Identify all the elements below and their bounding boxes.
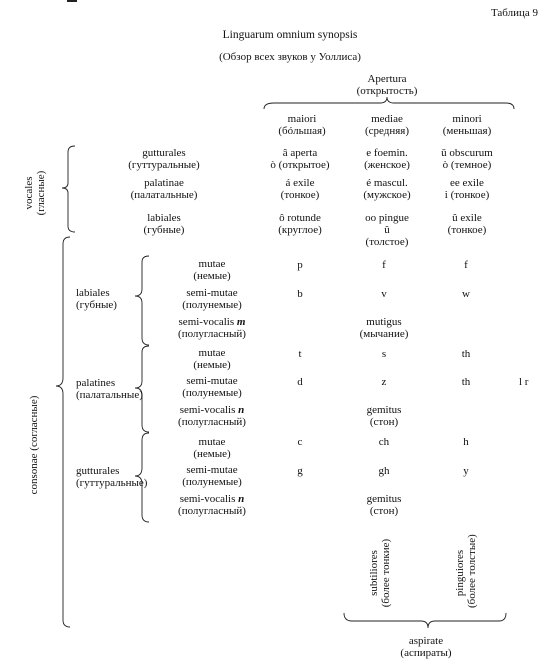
liquids-note: l r	[519, 376, 529, 388]
consonant-row-label: mutae (немые)	[193, 258, 231, 282]
labiales-brace	[134, 255, 150, 346]
consonant-span: gemitus (стон)	[366, 404, 402, 428]
page-subtitle: (Обзор всех звуков у Уоллиса)	[219, 51, 361, 63]
consonant-row-label: semi-mutae (полунемые)	[182, 375, 242, 399]
col-header-mediae: mediae (средняя)	[364, 113, 410, 137]
vowel-cell: â aperta ò (открытое)	[270, 147, 330, 171]
consonant-cell: th	[461, 376, 471, 388]
consonant-cell: t	[298, 348, 302, 360]
consonant-row-label: semi-vocalis n (полугласный)	[178, 493, 246, 517]
col-header-maiori: maiori (бóльшая)	[278, 113, 326, 137]
col-header-minori: minori (меньшая)	[442, 113, 492, 137]
consonant-cell: f	[464, 259, 468, 271]
consonant-cell: g	[297, 465, 303, 477]
vocales-brace	[61, 145, 76, 233]
consonant-row-label: semi-mutae (полунемые)	[182, 464, 242, 488]
consonant-cell: b	[297, 288, 303, 300]
gutturales-brace	[134, 432, 150, 523]
vowel-cell: ee exile i (тонкое)	[444, 177, 490, 201]
aspiratae-brace	[343, 612, 507, 629]
consonant-span: gemitus (стон)	[366, 493, 402, 517]
apertura-label: Apertura (открытость)	[356, 73, 418, 97]
vowel-cell: oo pingue û (толстое)	[365, 212, 409, 248]
consonant-cell: w	[462, 288, 470, 300]
group-labiales: labiales (губные)	[76, 287, 117, 311]
vowel-cell: é mascul. (мужское)	[363, 177, 411, 201]
table-label: Таблица 9	[490, 7, 538, 19]
page-title: Linguarum omnium synopsis	[222, 29, 358, 41]
consonant-cell: v	[381, 288, 387, 300]
consonant-cell: f	[382, 259, 386, 271]
consonant-row-label: semi-mutae (полунемые)	[182, 287, 242, 311]
consonant-cell: d	[297, 376, 303, 388]
palatines-brace	[134, 345, 150, 433]
vowel-cell: û exile (тонкое)	[447, 212, 487, 236]
consonant-row-label: semi-vocalis m (полугласный)	[178, 316, 246, 340]
subtiliores-label: subtiliores (более тонкие)	[368, 538, 392, 608]
consonant-cell: c	[297, 436, 303, 448]
vocales-row-palatinae: palatinae (палатальные)	[130, 177, 198, 201]
vocales-label: vocales (гласные)	[23, 170, 47, 216]
consonant-row-label: semi-vocalis n (полугласный)	[178, 404, 246, 428]
vowel-cell: ô rotunde (круглое)	[278, 212, 322, 236]
consonant-cell: y	[463, 465, 469, 477]
consonant-cell: h	[463, 436, 469, 448]
group-palatines: palatines (палатальные)	[76, 377, 143, 401]
consonant-cell: s	[381, 348, 387, 360]
pinguiores-label: pinguiores (более толстые)	[454, 534, 478, 608]
consonae-brace	[55, 236, 71, 628]
consonant-cell: ch	[378, 436, 390, 448]
consonant-cell: p	[297, 259, 303, 271]
consonant-cell: gh	[378, 465, 390, 477]
vocales-row-labiales: labiales (губные)	[143, 212, 185, 236]
consonant-cell: th	[461, 348, 471, 360]
aspiratae-label: aspirate (аспираты)	[400, 635, 452, 659]
consonant-span: mutigus (мычание)	[359, 316, 409, 340]
apertura-brace	[263, 96, 515, 110]
vowel-cell: ŭ obscurum ò (темное)	[441, 147, 493, 171]
consonae-label: consonae (согласные)	[28, 395, 40, 495]
vowel-cell: á exile (тонкое)	[280, 177, 320, 201]
consonant-row-label: mutae (немые)	[193, 347, 231, 371]
vowel-cell: e foemin. (женское)	[364, 147, 410, 171]
consonant-cell: z	[381, 376, 387, 388]
group-gutturales: gutturales (гуттуральные)	[76, 465, 148, 489]
top-rule	[67, 0, 77, 2]
vocales-row-gutturales: gutturales (гуттуральные)	[128, 147, 200, 171]
consonant-row-label: mutae (немые)	[193, 436, 231, 460]
